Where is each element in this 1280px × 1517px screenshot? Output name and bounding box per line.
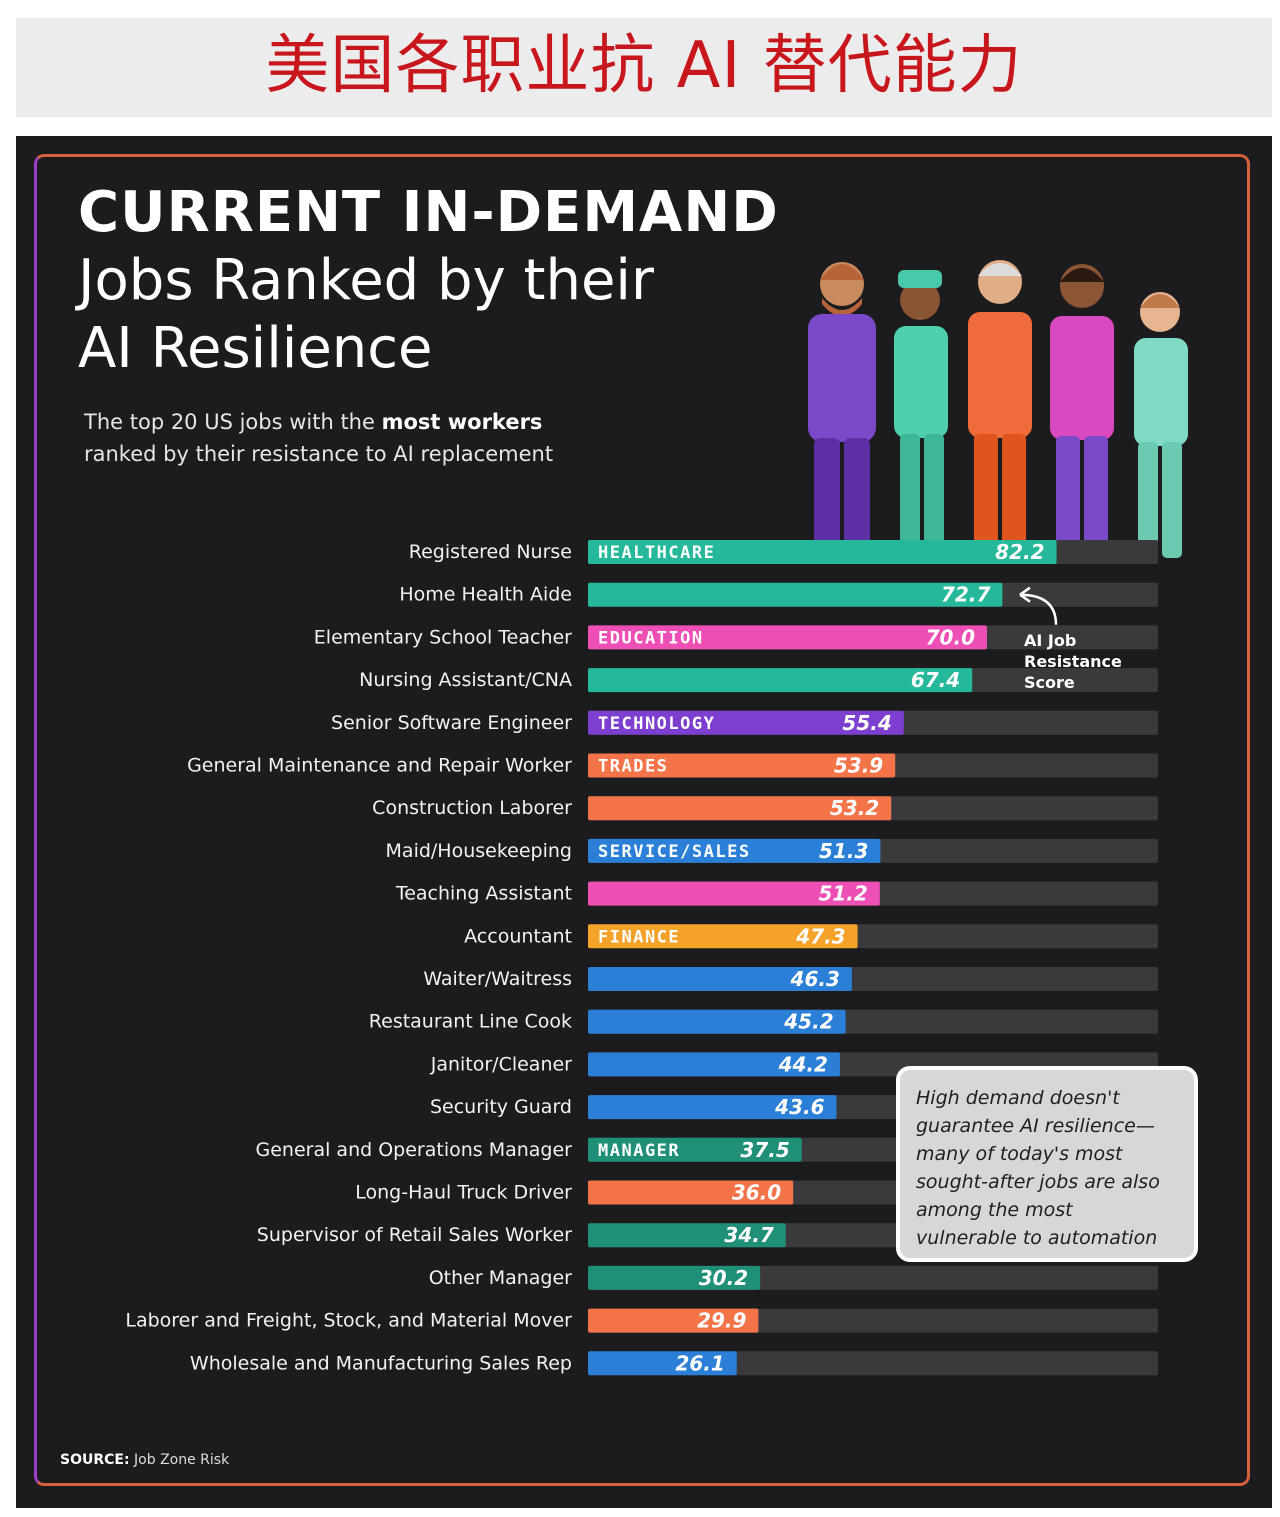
bar-category-label: Teaching Assistant (395, 883, 572, 905)
bar-sector-tag: MANAGER (598, 1141, 680, 1161)
bar-sector-tag: SERVICE/SALES (598, 842, 751, 862)
bar-value-label: 72.7 (941, 583, 990, 607)
bar-value-label: 51.3 (819, 839, 868, 863)
annotation-arrowhead (1019, 586, 1031, 603)
bar-category-label: Laborer and Freight, Stock, and Material… (125, 1310, 572, 1332)
bar-category-label: Restaurant Line Cook (369, 1011, 572, 1033)
infographic-poster: CURRENT IN-DEMAND Jobs Ranked by their A… (16, 136, 1272, 1508)
bar (588, 967, 852, 991)
bar-sector-tag: TECHNOLOGY (598, 714, 715, 734)
annotation-arrow (1019, 593, 1058, 625)
bar-category-label: Maid/Housekeeping (386, 840, 572, 862)
bar-category-label: Other Manager (429, 1267, 572, 1289)
bar (588, 540, 1057, 564)
bar (588, 668, 973, 693)
bar-sector-tag: HEALTHCARE (598, 543, 715, 563)
poster-title-line1: CURRENT IN-DEMAND (78, 180, 779, 245)
subtitle-post: ranked by their resistance to AI replace… (84, 442, 554, 466)
bar-category-label: Wholesale and Manufacturing Sales Rep (190, 1352, 572, 1374)
score-annotation: AI Job Resistance Score (1024, 631, 1122, 692)
poster-frame (34, 154, 1250, 1486)
bar-category-label: Security Guard (430, 1096, 572, 1118)
bar-category-label: Janitor/Cleaner (430, 1053, 572, 1075)
bar (588, 1052, 840, 1077)
bar-category-label: Accountant (464, 925, 572, 947)
bar (588, 1095, 837, 1120)
bar-value-label: 43.6 (774, 1095, 824, 1119)
callout-note: High demand doesn't guarantee AI resilie… (896, 1066, 1198, 1262)
bar-category-label: Supervisor of Retail Sales Worker (257, 1224, 572, 1246)
bar-value-label: 44.2 (778, 1052, 828, 1076)
bar-value-label: 26.1 (675, 1351, 724, 1375)
bar (588, 924, 858, 949)
bar (588, 1137, 802, 1162)
bar-value-label: 45.2 (783, 1010, 833, 1034)
bar (588, 1180, 794, 1205)
bar-category-label: Senior Software Engineer (331, 712, 572, 734)
source-label: SOURCE: (60, 1452, 130, 1468)
bar (588, 1009, 846, 1034)
bar-category-label: General Maintenance and Repair Worker (187, 755, 572, 777)
source-line: SOURCE: Job Zone Risk (60, 1452, 229, 1468)
bar (588, 1265, 761, 1290)
worker-purple-figure (808, 262, 876, 564)
subtitle-pre: The top 20 US jobs with the (84, 410, 382, 434)
bar-category-label: Long-Haul Truck Driver (355, 1182, 572, 1204)
bar-category-label: General and Operations Manager (256, 1139, 573, 1161)
subtitle-bold: most workers (381, 410, 543, 434)
bar-value-label: 29.9 (697, 1309, 746, 1333)
bar-category-label: Nursing Assistant/CNA (359, 669, 572, 691)
bar-value-label: 70.0 (926, 625, 975, 649)
bar (588, 753, 896, 778)
worker-nurse-figure (894, 270, 948, 554)
source-text: Job Zone Risk (134, 1452, 230, 1468)
bar-sector-tag: FINANCE (598, 927, 680, 947)
banner: 美国各职业抗 AI 替代能力 (16, 18, 1272, 117)
bar (588, 625, 987, 650)
bar-value-label: 51.2 (818, 882, 867, 906)
bar-value-label: 67.4 (911, 668, 960, 692)
banner-title: 美国各职业抗 AI 替代能力 (265, 29, 1023, 103)
poster-subtitle: The top 20 US jobs with the most workers… (84, 406, 704, 470)
workers-illustration (808, 260, 1188, 564)
bar-value-label: 37.5 (740, 1138, 789, 1162)
bar-value-label: 46.3 (790, 967, 840, 991)
bar-sector-tag: TRADES (598, 757, 668, 777)
bar-value-label: 53.9 (834, 754, 883, 778)
bar (588, 796, 892, 821)
bar-value-label: 53.2 (830, 796, 879, 820)
bar (588, 1308, 759, 1333)
bar-category-label: Home Health Aide (399, 584, 572, 606)
bar-value-label: 55.4 (842, 711, 891, 735)
bar-sector-tag: EDUCATION (598, 628, 704, 648)
bar (588, 1223, 786, 1248)
bar (588, 838, 881, 863)
worker-scrubs-figure (1134, 292, 1188, 558)
bar (588, 1351, 737, 1376)
bar-category-label: Elementary School Teacher (314, 626, 572, 648)
bar (588, 881, 880, 906)
worker-orange-figure (968, 260, 1032, 560)
bar-value-label: 36.0 (732, 1181, 781, 1205)
bar (588, 582, 1003, 607)
bar-category-label: Registered Nurse (409, 541, 572, 563)
bar-value-label: 30.2 (699, 1266, 748, 1290)
bar (588, 710, 904, 735)
bar-value-label: 34.7 (724, 1223, 773, 1247)
bar-value-label: 82.2 (995, 540, 1044, 564)
poster-title-line3: AI Resilience (78, 316, 433, 381)
bar-category-label: Waiter/Waitress (423, 968, 572, 990)
worker-magenta-figure (1050, 264, 1114, 556)
bar-category-label: Construction Laborer (372, 797, 572, 819)
poster-title-line2: Jobs Ranked by their (78, 248, 654, 313)
bar-value-label: 47.3 (795, 924, 845, 948)
resilience-bar-chart: Registered Nurse 82.2 HEALTHCARE Home Healt… (125, 540, 1158, 1376)
